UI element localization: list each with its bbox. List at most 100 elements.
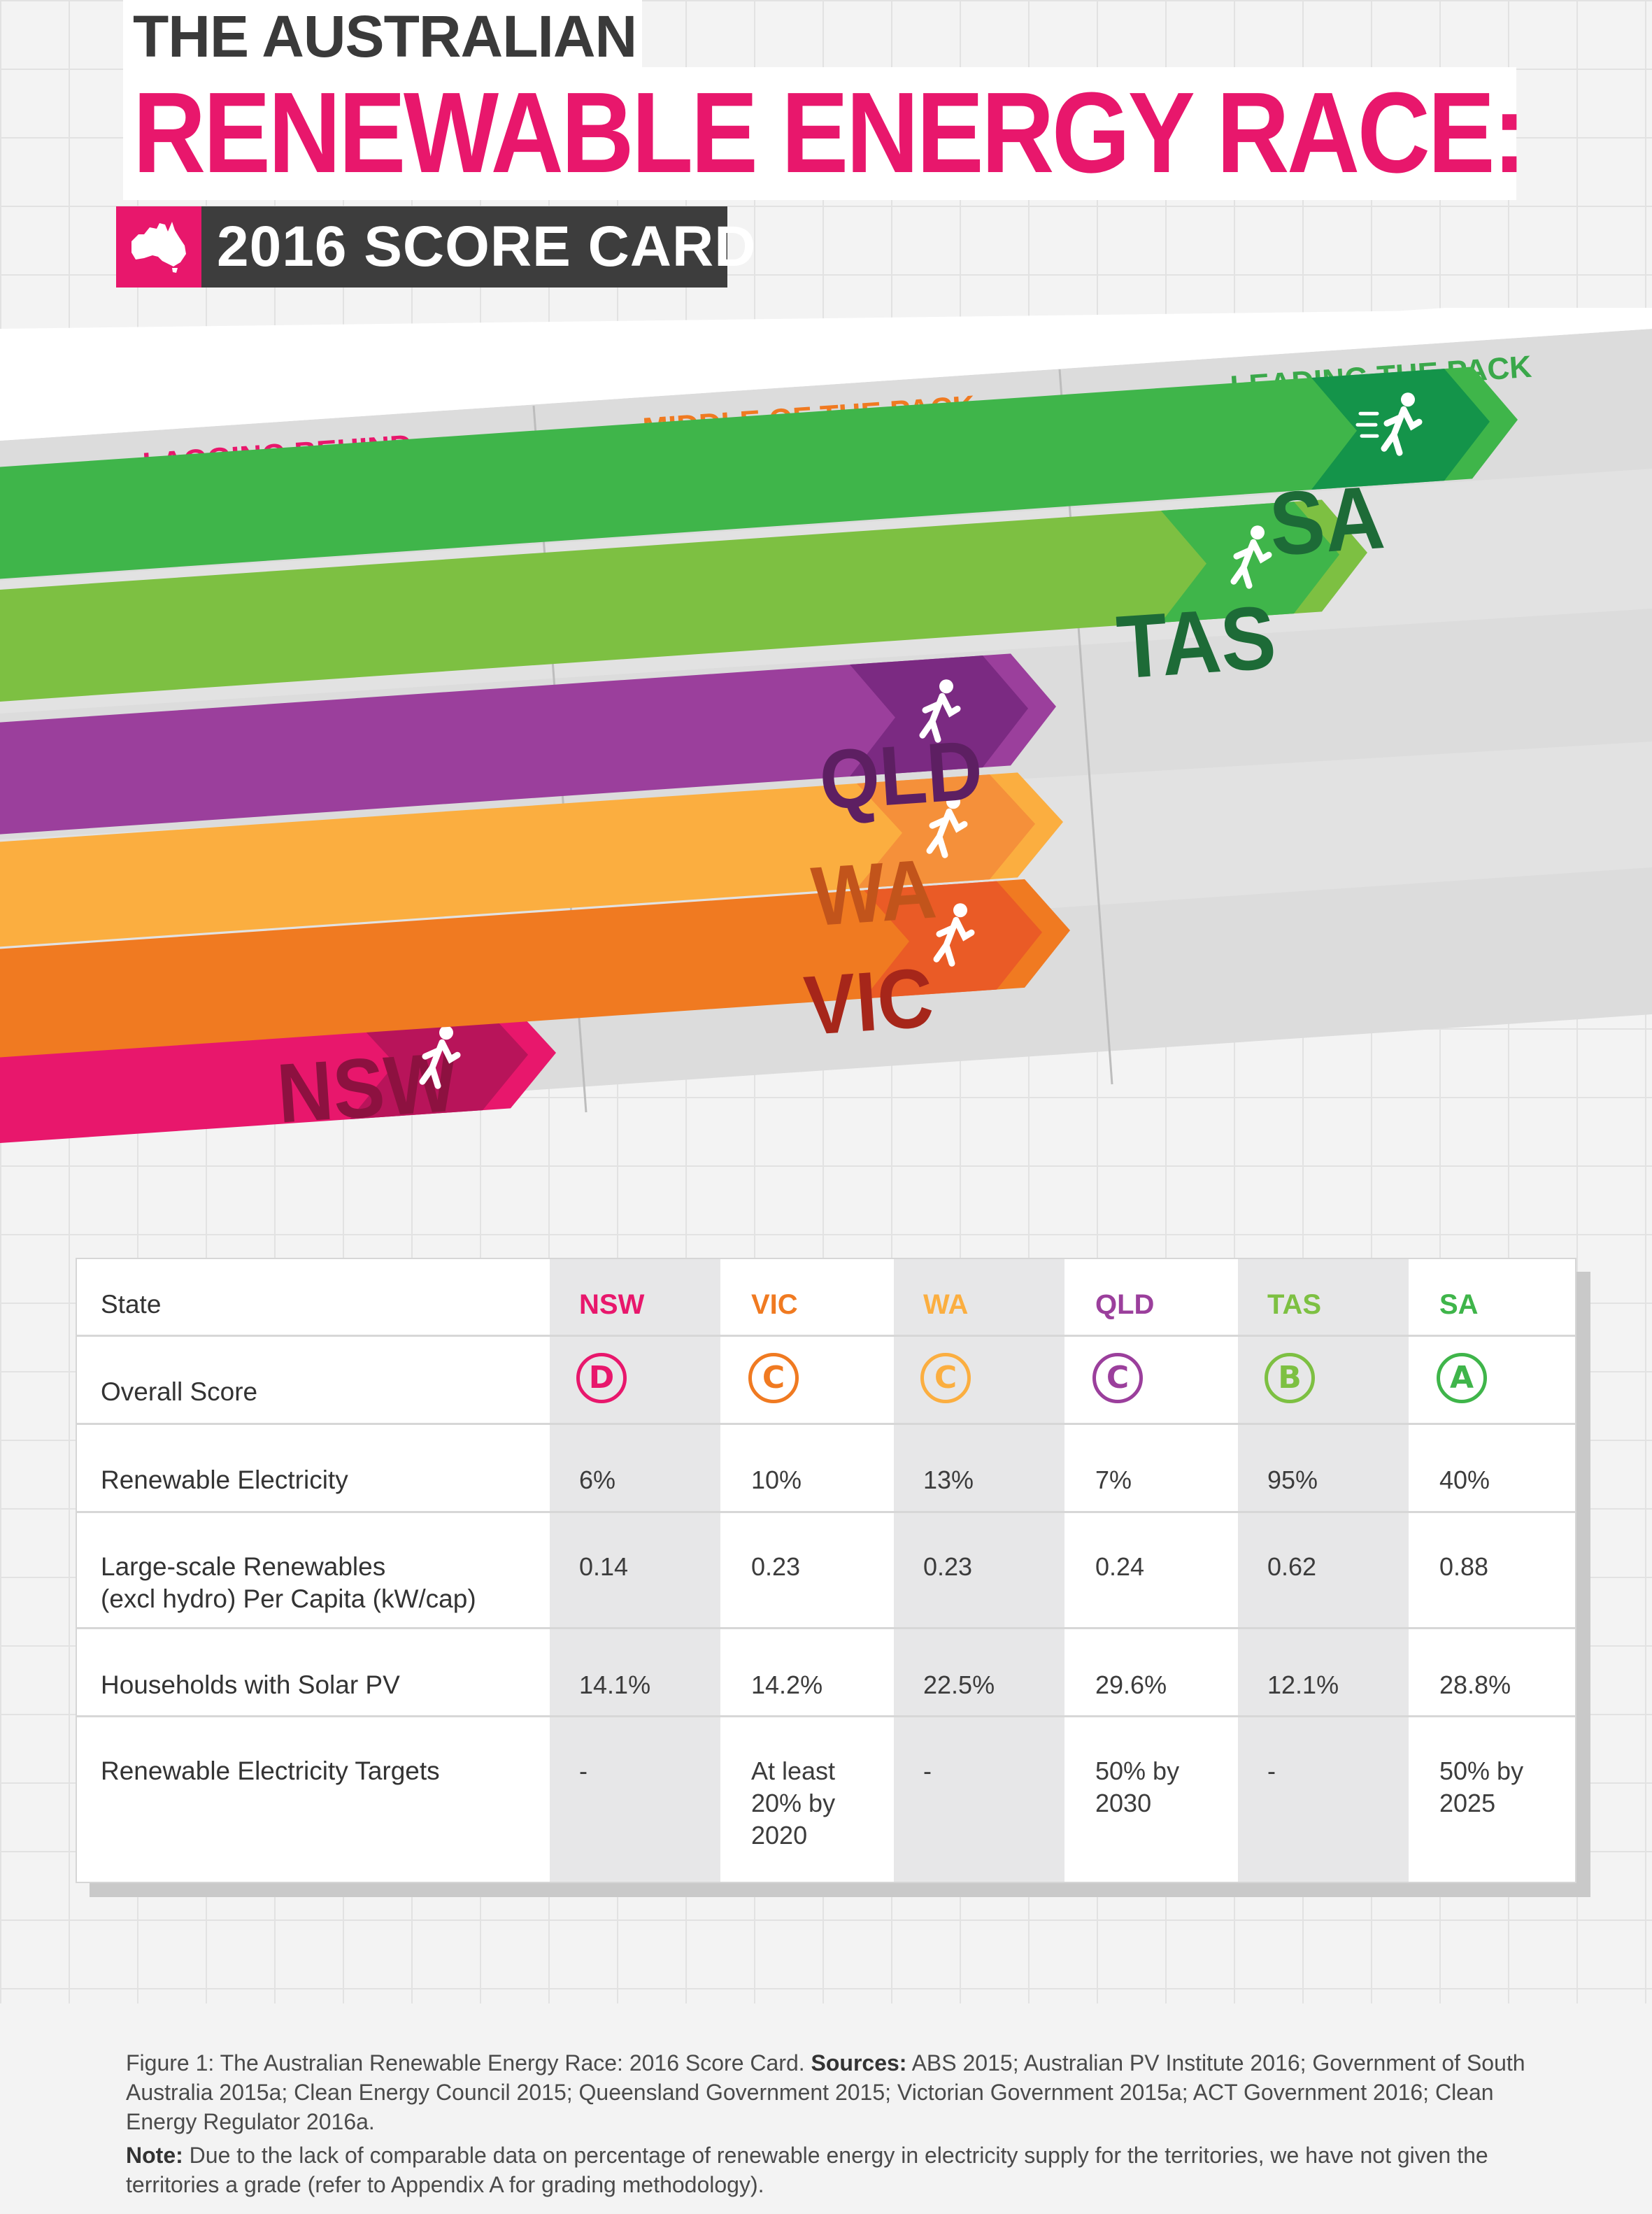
renewable-value: 6% bbox=[579, 1466, 616, 1494]
lane-bar bbox=[0, 653, 1056, 835]
running-person-icon bbox=[1230, 525, 1272, 589]
grade-badge-tas: B bbox=[1265, 1353, 1315, 1403]
lane-label-sa: SA bbox=[1267, 468, 1388, 575]
walking-person-icon bbox=[419, 1026, 461, 1089]
row-label-score: Overall Score bbox=[101, 1377, 258, 1406]
target-value: - bbox=[1267, 1757, 1276, 1785]
grade-badge-sa: A bbox=[1437, 1353, 1487, 1403]
score-table: State Overall Score Renewable Electricit… bbox=[76, 1258, 1590, 1897]
row-divider bbox=[77, 1715, 1575, 1717]
lane-qld: QLD bbox=[0, 653, 1056, 835]
row-label-state: State bbox=[101, 1290, 162, 1319]
renewable-value: 7% bbox=[1095, 1466, 1132, 1494]
large-scale-value: 0.23 bbox=[751, 1552, 801, 1581]
target-value: 50% by bbox=[1439, 1757, 1524, 1785]
row-label-large-scale: Large-scale Renewables bbox=[101, 1552, 386, 1581]
large-scale-value: 0.23 bbox=[923, 1552, 973, 1581]
title-line-2-box: RENEWABLE ENERGY RACE: bbox=[123, 67, 1526, 200]
grade-badge-nsw: D bbox=[576, 1353, 627, 1403]
target-value: 20% by bbox=[751, 1789, 836, 1817]
state-header-qld: QLD bbox=[1095, 1289, 1155, 1320]
note-label: Note: bbox=[126, 2143, 183, 2168]
large-scale-value: 0.24 bbox=[1095, 1552, 1145, 1581]
solar-value: 28.8% bbox=[1439, 1670, 1511, 1699]
running-person-icon bbox=[933, 903, 975, 967]
lane-bar bbox=[0, 772, 1063, 947]
renewable-value: 13% bbox=[923, 1466, 974, 1494]
target-value: 50% by bbox=[1095, 1757, 1180, 1785]
state-header-wa: WA bbox=[923, 1289, 969, 1320]
target-value: At least bbox=[751, 1757, 836, 1785]
lane-arrow bbox=[1161, 502, 1339, 623]
renewable-value: 10% bbox=[751, 1466, 802, 1494]
sources-label: Sources: bbox=[811, 2050, 907, 2075]
footer-background bbox=[0, 2003, 1652, 2214]
figure-label: Figure 1: bbox=[126, 2050, 215, 2075]
lane-arrow bbox=[850, 655, 1028, 777]
column-shade bbox=[894, 1259, 1064, 1882]
lane-bar bbox=[0, 499, 1367, 702]
lane-tas: TAS bbox=[0, 499, 1367, 702]
state-header-nsw: NSW bbox=[579, 1289, 645, 1320]
large-scale-value: 0.88 bbox=[1439, 1552, 1489, 1581]
lane-vic: VIC bbox=[0, 879, 1070, 1058]
target-value: - bbox=[579, 1757, 588, 1785]
state-header-sa: SA bbox=[1439, 1289, 1479, 1320]
solar-value: 22.5% bbox=[923, 1670, 995, 1699]
title-line-1-box: THE AUSTRALIAN bbox=[123, 0, 642, 73]
solar-value: 14.2% bbox=[751, 1670, 823, 1699]
lane-label-vic: VIC bbox=[802, 951, 937, 1053]
lane-label-wa: WA bbox=[809, 842, 939, 944]
solar-value: 29.6% bbox=[1095, 1670, 1167, 1699]
note-caption: Note: Due to the lack of comparable data… bbox=[126, 2141, 1532, 2199]
row-label-solar: Households with Solar PV bbox=[101, 1670, 400, 1699]
lane-label-tas: TAS bbox=[1114, 588, 1279, 698]
subtitle-box: 2016 SCORE CARD bbox=[201, 206, 755, 288]
target-value: - bbox=[923, 1757, 932, 1785]
large-scale-value: 0.62 bbox=[1267, 1552, 1317, 1581]
row-divider bbox=[77, 1423, 1575, 1425]
column-shade bbox=[550, 1259, 720, 1882]
column-shade bbox=[1238, 1259, 1409, 1882]
title-line-1: THE AUSTRALIAN bbox=[133, 3, 637, 69]
solar-value: 12.1% bbox=[1267, 1670, 1339, 1699]
race-graphic: LAGGING BEHIND MIDDLE OF THE PACK LEADIN… bbox=[0, 308, 1652, 1144]
zone-header-band-top bbox=[0, 308, 1652, 441]
grade-badge-vic: C bbox=[748, 1353, 799, 1403]
lane-wa: WA bbox=[0, 772, 1063, 947]
score-table-body: State Overall Score Renewable Electricit… bbox=[76, 1258, 1576, 1883]
renewable-value: 40% bbox=[1439, 1466, 1490, 1494]
lane-bar bbox=[0, 367, 1518, 579]
target-value: 2020 bbox=[751, 1821, 808, 1850]
grade-badge-wa: C bbox=[920, 1353, 971, 1403]
grade-badge-qld: C bbox=[1092, 1353, 1143, 1403]
subtitle-banner: 2016 SCORE CARD bbox=[116, 206, 755, 288]
lane-arrow bbox=[1311, 369, 1490, 490]
solar-value: 14.1% bbox=[579, 1670, 651, 1699]
australia-map-icon bbox=[116, 206, 201, 288]
row-label-renewable: Renewable Electricity bbox=[101, 1466, 348, 1494]
lane-sa: SA bbox=[0, 367, 1518, 579]
subtitle-text: 2016 SCORE CARD bbox=[217, 215, 757, 278]
lane-arrow bbox=[350, 1005, 528, 1120]
state-header-vic: VIC bbox=[751, 1289, 798, 1320]
figure-text: The Australian Renewable Energy Race: 20… bbox=[220, 2050, 805, 2075]
row-divider bbox=[77, 1335, 1575, 1337]
lane-bar bbox=[0, 879, 1070, 1058]
running-person-icon bbox=[926, 795, 968, 858]
note-text: Due to the lack of comparable data on pe… bbox=[126, 2143, 1488, 2197]
figure-caption: Figure 1: The Australian Renewable Energ… bbox=[126, 2048, 1532, 2136]
running-person-icon bbox=[919, 679, 961, 743]
large-scale-value: 0.14 bbox=[579, 1552, 629, 1581]
sources-text: ABS 2015; Australian PV Institute 2016; … bbox=[126, 2050, 1525, 2134]
lane-arrow bbox=[864, 881, 1042, 999]
target-value: 2030 bbox=[1095, 1789, 1152, 1817]
renewable-value: 95% bbox=[1267, 1466, 1318, 1494]
row-label-large-scale-2: (excl hydro) Per Capita (kW/cap) bbox=[101, 1584, 476, 1613]
state-header-tas: TAS bbox=[1267, 1289, 1322, 1320]
title-line-2: RENEWABLE ENERGY RACE: bbox=[133, 69, 1526, 197]
sprinting-runner-icon bbox=[1355, 392, 1423, 456]
lane-label-qld: QLD bbox=[817, 723, 986, 828]
row-label-targets: Renewable Electricity Targets bbox=[101, 1757, 440, 1785]
row-divider bbox=[77, 1627, 1575, 1629]
